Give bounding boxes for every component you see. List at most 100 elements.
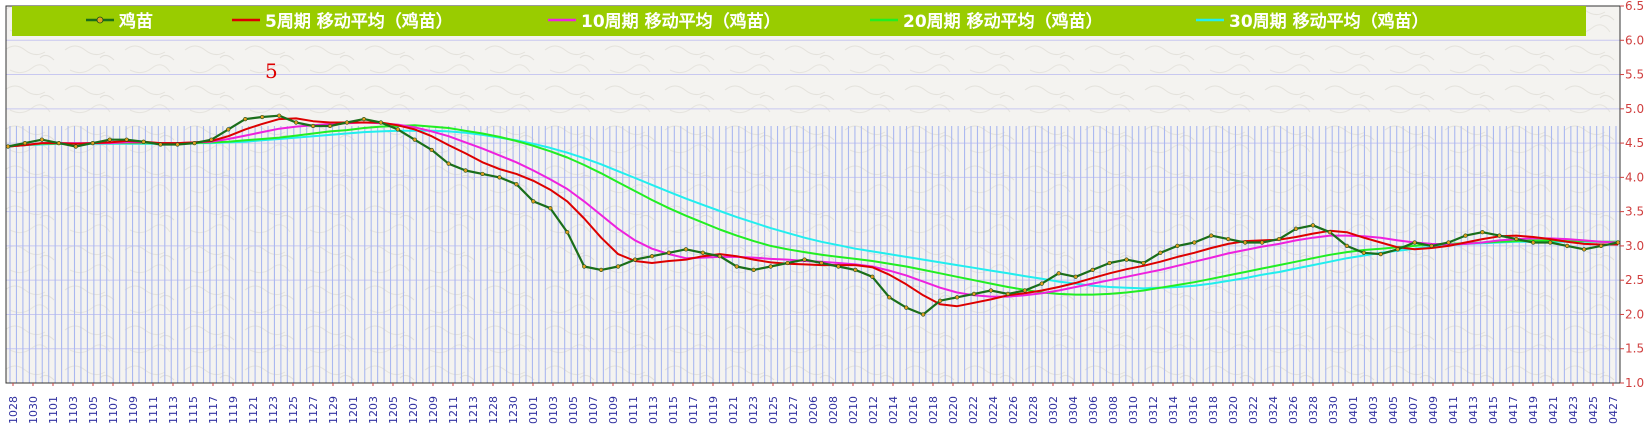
x-tick-label-48: 0222 — [967, 396, 980, 424]
point-43 — [734, 264, 739, 269]
x-axis-ticks: 1028 1030 1101 1103 1105 1107 1109 1111 1113 1115… — [7, 383, 1620, 424]
x-tick-label-20: 1207 — [407, 396, 420, 424]
x-tick-label-52: 0302 — [1047, 396, 1060, 424]
point-0 — [5, 144, 11, 149]
point-31 — [531, 199, 536, 204]
x-tick-label-26: 0101 — [527, 396, 540, 424]
legend-label-3: 20周期 移动平均（鸡苗） — [903, 11, 1103, 32]
point-55 — [938, 298, 943, 303]
x-tick-label-74: 0415 — [1487, 396, 1500, 424]
y-tick-label-1: 1.50 — [1625, 342, 1644, 356]
point-63 — [1073, 274, 1078, 279]
x-tick-label-64: 0326 — [1287, 396, 1300, 424]
point-25 — [429, 147, 434, 153]
main-series-markers — [5, 113, 1621, 317]
x-tick-label-72: 0411 — [1447, 396, 1460, 424]
x-tick-label-63: 0324 — [1267, 396, 1280, 424]
x-tick-label-11: 1119 — [227, 396, 240, 424]
point-66 — [1124, 257, 1129, 262]
x-tick-label-65: 0328 — [1307, 396, 1320, 424]
x-tick-label-62: 0322 — [1247, 396, 1260, 424]
x-tick-label-17: 1201 — [347, 396, 360, 424]
x-tick-label-10: 1117 — [207, 396, 220, 424]
x-tick-label-77: 0421 — [1547, 396, 1560, 424]
point-18 — [310, 123, 316, 129]
x-tick-label-25: 1230 — [507, 396, 520, 424]
grid — [6, 5, 1620, 384]
y-tick-label-5: 3.50 — [1625, 205, 1644, 219]
series-line-1 — [7, 117, 1618, 308]
point-29 — [497, 175, 502, 180]
point-14 — [243, 116, 248, 122]
point-95 — [1615, 240, 1621, 245]
point-72 — [1226, 236, 1231, 242]
x-tick-label-19: 1205 — [387, 396, 400, 424]
x-tick-label-24: 1228 — [487, 396, 500, 424]
x-tick-label-22: 1211 — [447, 396, 460, 424]
point-94 — [1598, 243, 1604, 249]
x-tick-label-66: 0330 — [1327, 396, 1340, 424]
x-tick-label-18: 1203 — [367, 396, 380, 424]
x-tick-label-49: 0224 — [987, 396, 1000, 424]
annotation-label: 5 — [265, 59, 278, 83]
series-lines — [7, 114, 1619, 316]
y-axis-ticks: 1.00 1.50 2.00 2.50 3.00 3.50 4.00 4.50 5.00 5.50… — [1620, 0, 1644, 390]
point-80 — [1361, 250, 1366, 255]
x-tick-label-60: 0318 — [1207, 396, 1220, 424]
point-30 — [514, 182, 519, 187]
point-15 — [260, 114, 265, 120]
legend-label-1: 5周期 移动平均（鸡苗） — [265, 11, 453, 32]
point-5 — [90, 140, 95, 146]
point-1 — [22, 140, 28, 146]
point-75 — [1276, 236, 1282, 242]
x-tick-label-36: 0121 — [727, 396, 740, 424]
point-49 — [836, 264, 841, 269]
x-tick-label-14: 1125 — [287, 396, 300, 424]
x-tick-label-2: 1101 — [47, 396, 60, 424]
x-tick-label-1: 1030 — [27, 396, 40, 424]
x-tick-label-44: 0214 — [887, 396, 900, 424]
x-tick-label-76: 0419 — [1527, 396, 1540, 424]
point-70 — [1192, 240, 1197, 245]
point-92 — [1565, 243, 1570, 249]
point-35 — [599, 267, 604, 273]
point-2 — [39, 137, 44, 142]
point-11 — [192, 140, 197, 146]
point-61 — [1039, 281, 1044, 286]
y-tick-label-2: 2.00 — [1625, 307, 1644, 321]
x-tick-label-4: 1105 — [87, 396, 100, 424]
y-tick-label-6: 4.00 — [1625, 170, 1644, 184]
series-line-4 — [7, 129, 1618, 290]
x-tick-label-55: 0308 — [1107, 396, 1120, 424]
x-tick-label-69: 0405 — [1387, 396, 1400, 424]
point-93 — [1582, 247, 1587, 252]
point-36 — [616, 264, 621, 269]
point-54 — [921, 312, 926, 317]
point-67 — [1141, 260, 1146, 266]
point-9 — [158, 142, 163, 147]
point-37 — [632, 257, 638, 262]
point-90 — [1531, 240, 1536, 245]
x-tick-label-21: 1209 — [427, 396, 440, 424]
point-57 — [971, 291, 977, 296]
point-53 — [904, 305, 909, 310]
point-20 — [344, 120, 350, 125]
point-64 — [1090, 267, 1095, 273]
series-line-3 — [7, 124, 1618, 296]
point-41 — [700, 250, 705, 255]
point-84 — [1429, 243, 1434, 249]
point-34 — [582, 264, 587, 269]
x-tick-label-37: 0123 — [747, 396, 760, 424]
x-tick-label-13: 1123 — [267, 396, 280, 424]
point-39 — [666, 250, 672, 255]
y-tick-label-4: 3.00 — [1625, 239, 1644, 253]
point-46 — [785, 260, 790, 266]
point-76 — [1293, 226, 1299, 231]
point-86 — [1463, 233, 1468, 238]
x-tick-label-3: 1103 — [67, 396, 80, 424]
point-58 — [988, 288, 994, 293]
x-tick-label-41: 0208 — [827, 396, 840, 424]
x-tick-label-68: 0403 — [1367, 396, 1380, 424]
point-8 — [141, 139, 146, 144]
